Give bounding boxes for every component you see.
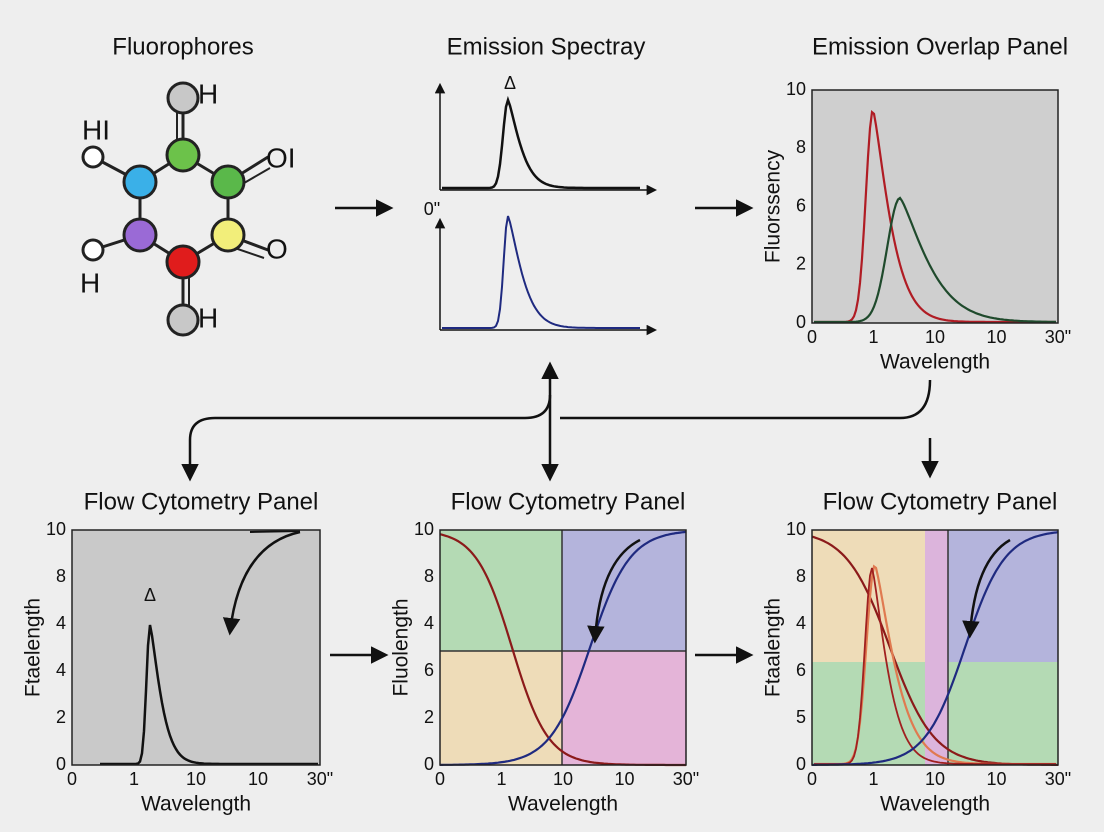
curve <box>249 530 301 533</box>
x-tick-label: 10 <box>614 769 634 789</box>
arrow <box>962 538 1011 639</box>
y-tick-label: 5 <box>796 707 806 727</box>
x-tick-label: 10 <box>986 327 1006 347</box>
plot-frame <box>439 529 687 766</box>
atom-label: HI <box>82 114 110 145</box>
curve <box>440 530 686 765</box>
y-tick-label: 6 <box>796 660 806 680</box>
curve <box>100 624 318 766</box>
x-tick-label: 10 <box>553 769 573 789</box>
region <box>440 651 562 765</box>
x-tick-label: 30" <box>1045 769 1071 789</box>
x-axis-label: Wavelength <box>508 793 618 816</box>
x-tick-label: 10 <box>986 769 1006 789</box>
peak-marker: Δ <box>144 585 156 605</box>
y-tick-label: 2 <box>796 254 806 274</box>
region <box>562 530 686 651</box>
y-axis-label: Fluolength <box>390 598 413 696</box>
x-tick-label: 30" <box>1045 327 1071 347</box>
y-tick-label: 10 <box>786 519 806 539</box>
x-tick-label: 30" <box>307 769 333 789</box>
curve <box>814 109 1056 324</box>
x-axis-label: Wavelength <box>141 793 251 816</box>
y-tick-label: 0 <box>796 754 806 774</box>
x-tick-label: 1 <box>496 769 506 789</box>
curve <box>814 196 1057 324</box>
y-tick-label: 4 <box>56 613 66 633</box>
y-tick-label: 8 <box>424 566 434 586</box>
x-tick-label: 10 <box>186 769 206 789</box>
plot-background <box>812 90 1058 323</box>
molecule-title: Fluorophores <box>112 33 253 60</box>
y-tick-label: 4 <box>424 613 434 633</box>
x-tick-label: 1 <box>868 327 878 347</box>
x-axis-label: Wavelength <box>880 793 990 816</box>
atom-label: H <box>198 302 218 333</box>
y-tick-label: 10 <box>46 519 66 539</box>
x-tick-label: 0 <box>807 327 817 347</box>
x-tick-label: 1 <box>129 769 139 789</box>
atom-label: OI <box>266 142 296 173</box>
region <box>562 651 686 765</box>
curve <box>442 215 640 329</box>
panel-title: Flow Cytometry Panel <box>451 488 686 515</box>
y-tick-label: 0 <box>56 754 66 774</box>
x-tick-label: 30" <box>673 769 699 789</box>
plot-frame <box>811 89 1059 324</box>
y-axis-label: Fluorssency <box>762 149 785 263</box>
y-tick-label: 6 <box>424 660 434 680</box>
region <box>948 662 1058 765</box>
plot-background <box>72 530 320 765</box>
y-tick-label: 8 <box>56 566 66 586</box>
x-tick-label: 10 <box>925 769 945 789</box>
arrow <box>222 530 301 636</box>
spectra-axes <box>434 82 658 336</box>
y-axis-label: Ftaelength <box>22 598 45 697</box>
plot-frame <box>811 529 1059 766</box>
axis-label: 0" <box>424 199 440 219</box>
y-axis-label: Ftaalength <box>762 598 785 697</box>
x-tick-label: 0 <box>435 769 445 789</box>
region <box>948 530 1058 662</box>
y-tick-label: 0 <box>796 312 806 332</box>
y-tick-label: 6 <box>796 195 806 215</box>
x-tick-label: 1 <box>868 769 878 789</box>
y-tick-label: 8 <box>796 566 806 586</box>
region <box>440 530 562 651</box>
atom-label: O <box>266 233 288 264</box>
atom-label: H <box>80 267 100 298</box>
curve <box>440 530 687 766</box>
curve <box>812 531 1059 766</box>
panel-title: Emission Overlap Panel <box>812 33 1068 60</box>
x-tick-label: 0 <box>67 769 77 789</box>
x-tick-label: 10 <box>925 327 945 347</box>
molecule <box>81 81 271 337</box>
arrow <box>587 538 641 644</box>
y-tick-label: 8 <box>796 137 806 157</box>
panel-title: Flow Cytometry Panel <box>84 488 319 515</box>
y-tick-label: 4 <box>796 613 806 633</box>
y-tick-label: 10 <box>786 79 806 99</box>
region <box>812 662 925 765</box>
curve <box>814 567 1056 765</box>
y-tick-label: 10 <box>414 519 434 539</box>
peak-marker: Δ <box>504 73 516 93</box>
panel-title: Flow Cytometry Panel <box>823 488 1058 515</box>
spectra-title: Emission Spectray <box>447 33 646 60</box>
y-tick-label: 2 <box>424 707 434 727</box>
curve <box>442 95 640 190</box>
y-tick-label: 4 <box>56 660 66 680</box>
flow-arrows <box>181 199 939 664</box>
atom-label: H <box>198 78 218 109</box>
x-axis-label: Wavelength <box>880 351 990 374</box>
x-tick-label: 0 <box>807 769 817 789</box>
y-tick-label: 2 <box>56 707 66 727</box>
y-tick-label: 0 <box>424 754 434 774</box>
x-tick-label: 10 <box>248 769 268 789</box>
plot-frame <box>71 529 321 766</box>
